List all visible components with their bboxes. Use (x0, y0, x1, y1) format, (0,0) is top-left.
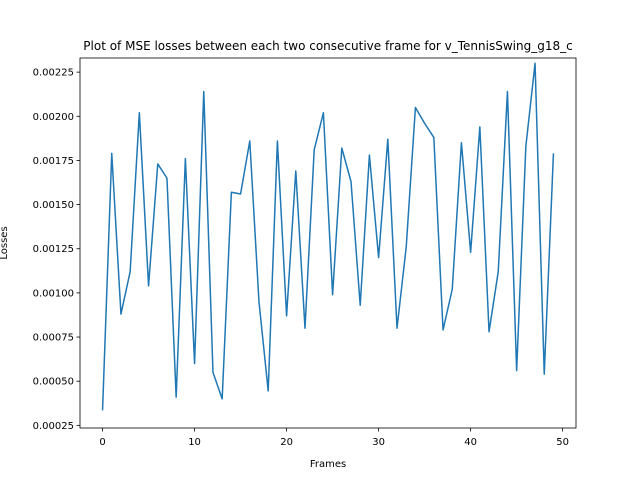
x-tick-label: 40 (464, 437, 477, 448)
axes-frame (79, 57, 577, 429)
x-axis-ticks: 0 10 20 30 40 50 (99, 428, 569, 448)
series-line-0 (101, 62, 555, 411)
y-axis-ticks: 0.00025 0.00050 0.00075 0.00100 0.00125 0.001… (33, 68, 80, 432)
y-tick-label: 0.00075 (33, 333, 74, 344)
x-tick-label: 30 (372, 437, 385, 448)
y-tick-label: 0.00150 (33, 200, 74, 211)
x-tick-label: 10 (188, 437, 201, 448)
chart-title: Plot of MSE losses between each two cons… (83, 39, 572, 53)
y-tick-label: 0.00050 (33, 377, 74, 388)
y-tick-label: 0.00225 (33, 68, 74, 79)
x-tick-label: 20 (280, 437, 293, 448)
x-axis-label: Frames (310, 459, 346, 470)
y-tick-label: 0.00200 (33, 112, 74, 123)
series-layer (101, 62, 555, 411)
y-axis-label: Losses (0, 226, 10, 259)
y-tick-label: 0.00025 (33, 421, 74, 432)
x-tick-label: 50 (556, 437, 569, 448)
y-tick-label: 0.00125 (33, 244, 74, 255)
x-tick-label: 0 (99, 437, 105, 448)
y-tick-label: 0.00175 (33, 156, 74, 167)
y-tick-label: 0.00100 (33, 288, 74, 299)
